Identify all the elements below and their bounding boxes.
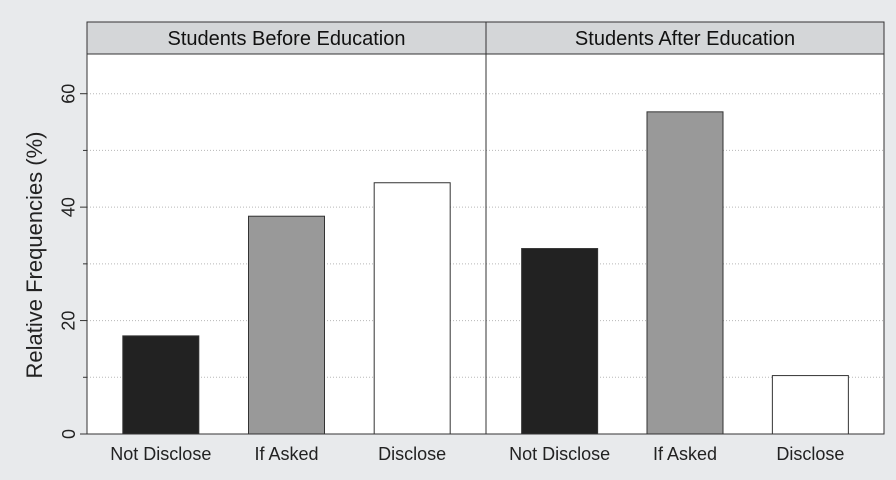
bar-disclose <box>771 375 849 435</box>
panel-title: Students Before Education <box>168 28 406 50</box>
bar-if-asked <box>248 215 325 435</box>
y-tick-label: 0 <box>59 429 79 439</box>
x-tick-label: Disclose <box>378 444 446 464</box>
bar-not-disclose <box>521 248 599 435</box>
y-axis-title: Relative Frequencies (%) <box>22 132 47 379</box>
panel-strip <box>86 21 487 55</box>
x-tick-label: Not Disclose <box>110 444 211 464</box>
y-tick-label: 20 <box>59 311 79 331</box>
bar-disclose <box>373 182 451 435</box>
y-tick-label: 40 <box>59 197 79 217</box>
y-tick-label: 60 <box>59 84 79 104</box>
bar-if-asked <box>646 111 724 435</box>
x-tick-label: Not Disclose <box>509 444 610 464</box>
x-tick-label: If Asked <box>653 444 717 464</box>
plot-area: Not Disclose If Asked Disclose Students Bef… <box>59 21 885 464</box>
x-tick-label: Disclose <box>776 444 844 464</box>
x-tick-label: If Asked <box>254 444 318 464</box>
panel-title: Students After Education <box>575 28 795 50</box>
bar-not-disclose <box>122 335 200 435</box>
